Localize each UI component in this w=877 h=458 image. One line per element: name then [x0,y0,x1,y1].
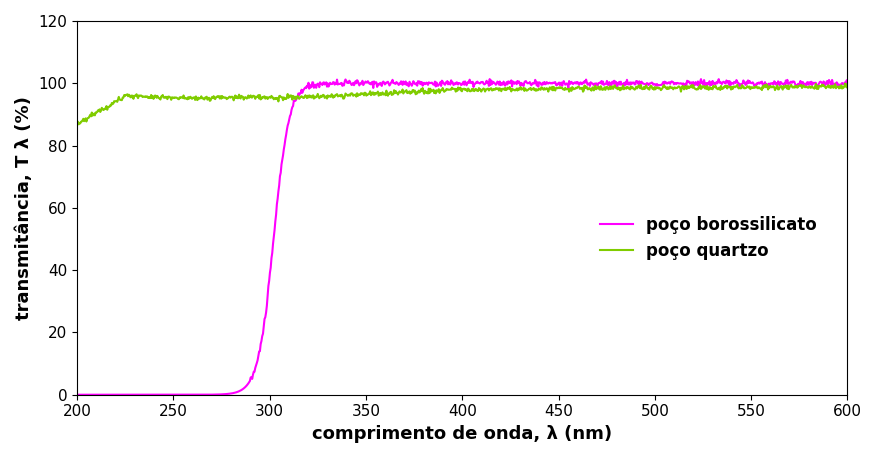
poço borossilicato [688,83,698,88]
poço quartzo [674,84,684,89]
Line: poço quartzo: poço quartzo [77,83,847,124]
poço borossilicato [602,78,612,84]
poço quartzo [842,85,852,90]
Line: poço borossilicato: poço borossilicato [77,79,847,395]
poço borossilicato [383,81,394,87]
poço borossilicato [72,392,82,398]
poço borossilicato [411,80,422,86]
poço quartzo [384,91,395,97]
poço quartzo [412,91,423,96]
X-axis label: comprimento de onda, λ (nm): comprimento de onda, λ (nm) [312,425,612,443]
Y-axis label: transmitância, T λ (%): transmitância, T λ (%) [15,96,33,320]
poço borossilicato [484,76,495,82]
poço quartzo [152,95,162,101]
poço borossilicato [151,392,161,398]
poço quartzo [72,121,82,126]
poço quartzo [688,85,698,91]
poço quartzo [74,121,84,127]
poço borossilicato [842,82,852,87]
Legend: poço borossilicato, poço quartzo: poço borossilicato, poço quartzo [593,209,824,267]
poço borossilicato [674,81,684,86]
poço quartzo [840,81,851,86]
poço quartzo [602,84,612,90]
